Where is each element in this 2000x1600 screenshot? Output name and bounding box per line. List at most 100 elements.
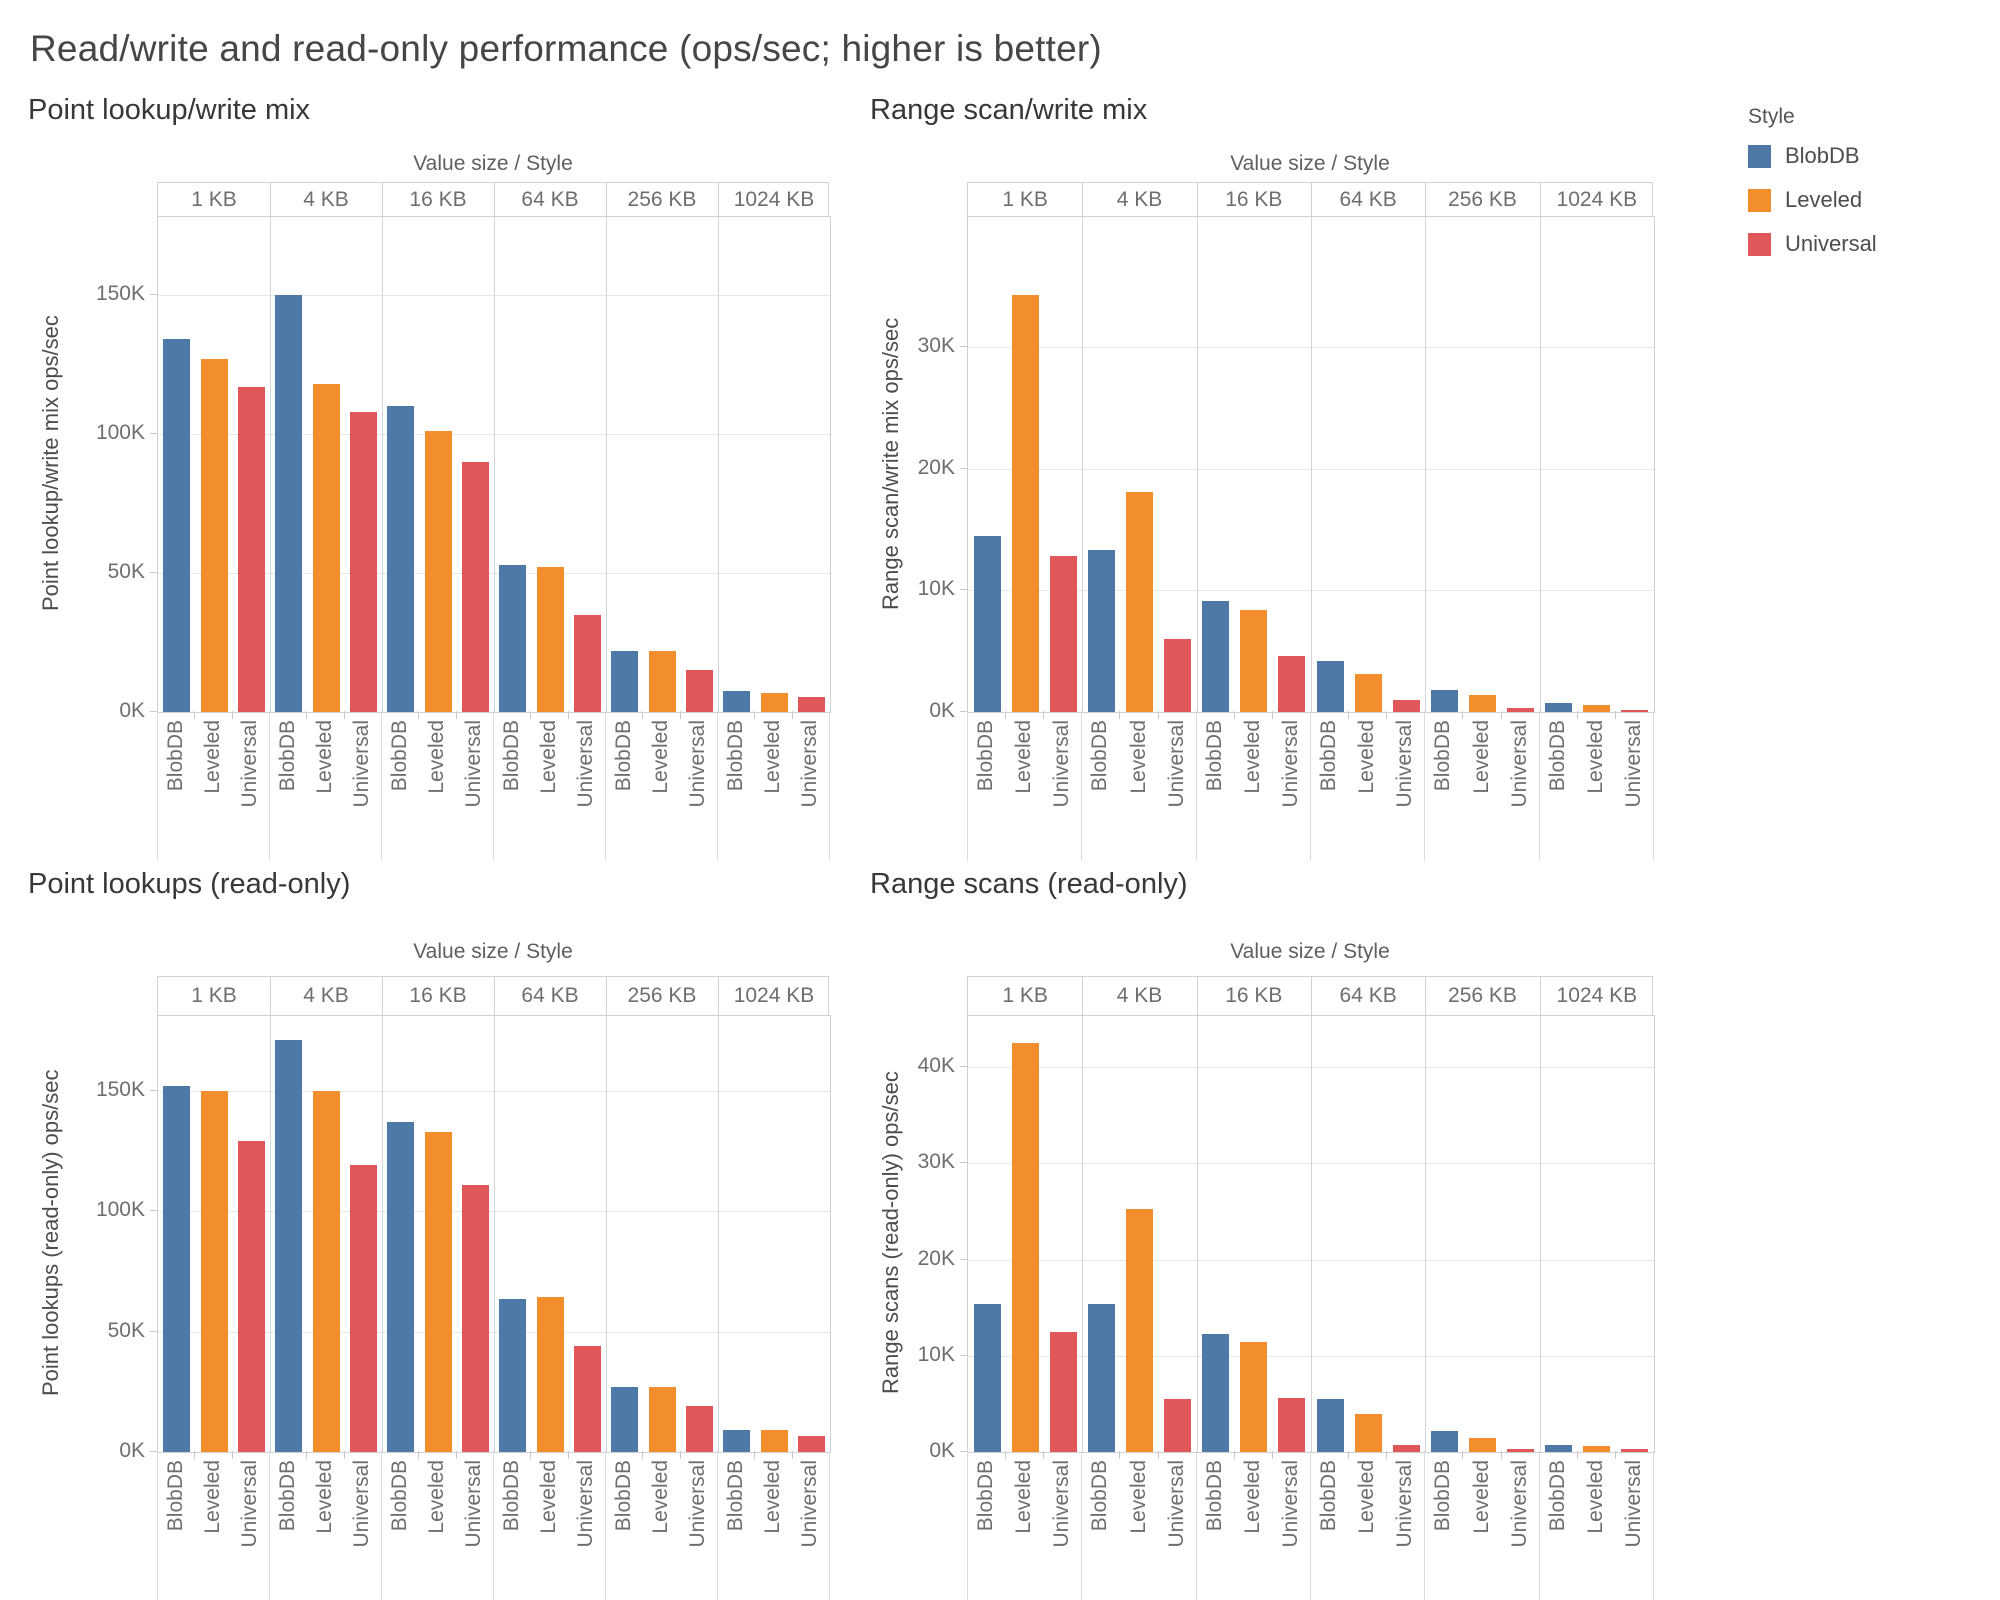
legend-item-leveled[interactable]: Leveled: [1748, 187, 1877, 213]
legend-item-blobdb[interactable]: BlobDB: [1748, 143, 1877, 169]
bar-1-kb-blobdb[interactable]: [163, 1086, 190, 1452]
band-separator: [1082, 977, 1084, 1015]
legend-item-universal[interactable]: Universal: [1748, 231, 1877, 257]
bar-4-kb-leveled[interactable]: [313, 384, 340, 712]
bar-16-kb-leveled[interactable]: [1240, 1342, 1267, 1452]
bar-1024-kb-blobdb[interactable]: [1545, 703, 1572, 712]
bar-1-kb-blobdb[interactable]: [974, 1304, 1001, 1452]
bar-64-kb-blobdb[interactable]: [1317, 1399, 1344, 1452]
value-size-label-256-kb: 256 KB: [627, 984, 697, 1007]
bar-256-kb-universal[interactable]: [1507, 708, 1534, 712]
bar-64-kb-universal[interactable]: [1393, 1445, 1420, 1452]
x-tick: [1462, 1451, 1464, 1459]
bar-1-kb-leveled[interactable]: [1012, 295, 1039, 712]
bar-1024-kb-blobdb[interactable]: [1545, 1445, 1572, 1452]
plot-area-range-scan-write-mix: [967, 216, 1655, 713]
bar-4-kb-universal[interactable]: [350, 412, 377, 712]
bar-1024-kb-universal[interactable]: [1621, 710, 1648, 712]
bar-1024-kb-leveled[interactable]: [1583, 1446, 1610, 1452]
x-tick: [1576, 1451, 1578, 1459]
bar-1024-kb-leveled[interactable]: [1583, 705, 1610, 712]
bar-1-kb-blobdb[interactable]: [163, 339, 190, 712]
bar-4-kb-blobdb[interactable]: [1088, 1304, 1115, 1452]
column-field-header: Value size / Style: [1230, 940, 1390, 963]
bar-1024-kb-leveled[interactable]: [761, 693, 788, 712]
bar-16-kb-universal[interactable]: [462, 462, 489, 712]
bar-64-kb-universal[interactable]: [1393, 700, 1420, 712]
bar-1-kb-universal[interactable]: [238, 387, 265, 712]
bar-16-kb-blobdb[interactable]: [1202, 1334, 1229, 1452]
x-tick: [1576, 711, 1578, 719]
group-separator: [1196, 1016, 1198, 1452]
band-separator: [1311, 183, 1312, 216]
bar-16-kb-blobdb[interactable]: [387, 406, 414, 712]
bar-256-kb-universal[interactable]: [1507, 1449, 1534, 1452]
bar-1-kb-blobdb[interactable]: [974, 536, 1001, 712]
bar-256-kb-universal[interactable]: [686, 1406, 713, 1452]
legend: Style BlobDB Leveled Universal: [1748, 105, 1877, 275]
bar-256-kb-blobdb[interactable]: [611, 1387, 638, 1452]
bar-4-kb-universal[interactable]: [1164, 639, 1191, 712]
bar-16-kb-leveled[interactable]: [425, 1132, 452, 1452]
bar-64-kb-universal[interactable]: [574, 615, 601, 712]
band-separator: [606, 183, 607, 216]
bar-4-kb-universal[interactable]: [350, 1165, 377, 1452]
bar-4-kb-leveled[interactable]: [1126, 1209, 1153, 1452]
bar-64-kb-leveled[interactable]: [1355, 1414, 1382, 1452]
bar-16-kb-universal[interactable]: [1278, 656, 1305, 712]
bar-4-kb-blobdb[interactable]: [1088, 550, 1115, 712]
bar-1024-kb-blobdb[interactable]: [723, 1430, 750, 1452]
x-label-1024-kb-blobdb: BlobDB: [1545, 1460, 1569, 1532]
bar-1-kb-leveled[interactable]: [201, 1091, 228, 1452]
bar-16-kb-universal[interactable]: [462, 1185, 489, 1452]
bar-64-kb-universal[interactable]: [574, 1346, 601, 1452]
y-tick-label-30K: 30K: [917, 1150, 955, 1174]
bar-16-kb-blobdb[interactable]: [387, 1122, 414, 1452]
bar-64-kb-blobdb[interactable]: [499, 565, 526, 712]
bar-1024-kb-universal[interactable]: [798, 697, 825, 712]
bar-16-kb-blobdb[interactable]: [1202, 601, 1229, 712]
x-tick: [455, 1451, 457, 1459]
bar-256-kb-leveled[interactable]: [1469, 1438, 1496, 1452]
bar-4-kb-leveled[interactable]: [1126, 492, 1153, 712]
group-separator: [1539, 217, 1541, 712]
bar-256-kb-universal[interactable]: [686, 670, 713, 712]
bar-256-kb-blobdb[interactable]: [611, 651, 638, 712]
bar-256-kb-blobdb[interactable]: [1431, 690, 1458, 712]
band-separator: [1311, 977, 1312, 1015]
bar-16-kb-leveled[interactable]: [425, 431, 452, 712]
bar-64-kb-leveled[interactable]: [1355, 674, 1382, 712]
bar-1-kb-universal[interactable]: [238, 1141, 265, 1452]
bar-4-kb-universal[interactable]: [1164, 1399, 1191, 1452]
bar-1-kb-leveled[interactable]: [201, 359, 228, 712]
x-label-1-kb-universal: Universal: [238, 720, 262, 808]
y-tick-20K: [960, 1258, 967, 1260]
bar-1024-kb-leveled[interactable]: [761, 1430, 788, 1452]
x-label-16-kb-blobdb: BlobDB: [387, 720, 411, 792]
bar-1-kb-universal[interactable]: [1050, 556, 1077, 712]
bar-16-kb-leveled[interactable]: [1240, 610, 1267, 712]
x-label-1-kb-blobdb: BlobDB: [974, 720, 998, 792]
band-separator: [606, 977, 607, 1015]
y-tick-label-0K: 0K: [119, 699, 145, 722]
x-label-1-kb-leveled: Leveled: [201, 1460, 224, 1534]
bar-64-kb-blobdb[interactable]: [499, 1299, 526, 1452]
value-size-label-16-kb: 16 KB: [409, 984, 467, 1007]
bar-256-kb-leveled[interactable]: [1469, 695, 1496, 712]
bar-1024-kb-blobdb[interactable]: [723, 691, 750, 712]
bar-4-kb-blobdb[interactable]: [275, 295, 302, 712]
bar-1024-kb-universal[interactable]: [798, 1436, 825, 1452]
bar-4-kb-leveled[interactable]: [313, 1091, 340, 1452]
bar-64-kb-blobdb[interactable]: [1317, 661, 1344, 712]
bar-4-kb-blobdb[interactable]: [275, 1040, 302, 1452]
bar-256-kb-leveled[interactable]: [649, 1387, 676, 1452]
bar-1-kb-leveled[interactable]: [1012, 1043, 1039, 1452]
bar-16-kb-universal[interactable]: [1278, 1398, 1305, 1452]
bar-64-kb-leveled[interactable]: [537, 567, 564, 712]
legend-item-label: Leveled: [1785, 187, 1863, 212]
bar-256-kb-leveled[interactable]: [649, 651, 676, 712]
bar-64-kb-leveled[interactable]: [537, 1297, 564, 1452]
bar-1024-kb-universal[interactable]: [1621, 1449, 1648, 1452]
bar-1-kb-universal[interactable]: [1050, 1332, 1077, 1452]
bar-256-kb-blobdb[interactable]: [1431, 1431, 1458, 1452]
